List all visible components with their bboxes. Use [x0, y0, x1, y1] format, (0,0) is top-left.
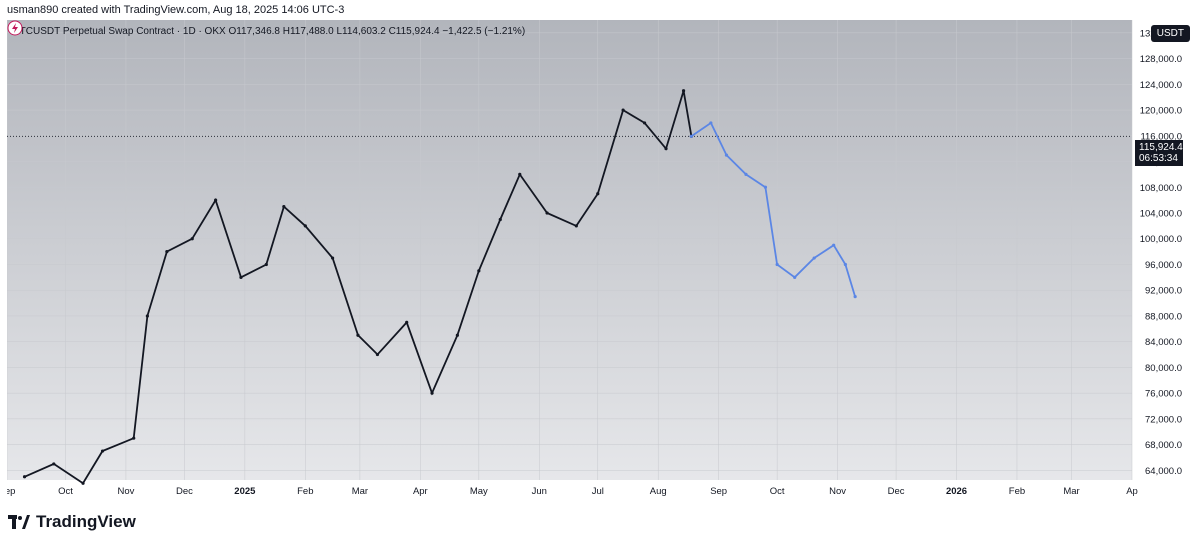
data-point [709, 121, 713, 125]
y-tick-label: 68,000.0 [1145, 440, 1182, 451]
y-tick-label: 104,000.0 [1140, 209, 1182, 220]
data-point [518, 172, 522, 177]
data-point [455, 333, 459, 337]
data-point [843, 262, 847, 267]
y-tick-label: 96,000.0 [1145, 260, 1182, 271]
data-point [853, 295, 857, 299]
x-tick-label: Dec [888, 486, 905, 497]
x-tick-label: Jul [592, 486, 604, 497]
data-point [405, 320, 409, 324]
y-tick-label: 76,000.0 [1145, 389, 1182, 400]
y-tick-label: 80,000.0 [1145, 363, 1182, 374]
x-tick-label: Ap [1126, 486, 1138, 497]
x-tick-label: Aug [650, 486, 667, 497]
data-point [763, 185, 768, 189]
series-group [22, 89, 857, 485]
y-tick-label: 64,000.0 [1145, 466, 1182, 477]
axis-labels: 64,000.0 68,000.0 72,000.0 76,000.0 80,000.0… [7, 28, 1182, 497]
x-tick-label: Feb [297, 486, 313, 497]
data-point [689, 134, 693, 138]
y-tick-label: 116,000.0 [1140, 131, 1182, 142]
data-point [574, 224, 578, 228]
data-point [793, 275, 797, 279]
x-tick-label: May [470, 486, 488, 497]
x-tick-label: Apr [413, 486, 428, 497]
data-point [664, 147, 668, 151]
data-point [81, 481, 85, 485]
data-point [190, 237, 194, 241]
x-tick-label: Oct [58, 486, 73, 497]
y-tick-label: 128,000.0 [1140, 54, 1182, 65]
data-point [775, 262, 779, 267]
data-point [744, 172, 748, 177]
x-tick-label: 2026 [946, 486, 967, 497]
tradingview-brand[interactable]: TradingView [8, 512, 136, 532]
x-tick-label: Jun [532, 486, 547, 497]
data-point [145, 314, 149, 318]
data-point [812, 256, 816, 260]
data-point [100, 449, 105, 453]
data-point [832, 243, 836, 247]
price-chart[interactable]: 64,000.0 68,000.0 72,000.0 76,000.0 80,000.0… [7, 20, 1195, 500]
y-tick-label: 84,000.0 [1145, 337, 1182, 348]
y-tick-label: 72,000.0 [1145, 414, 1182, 425]
data-point [356, 333, 360, 337]
data-point [214, 198, 218, 202]
data-point [331, 256, 335, 260]
chart-credit: usman890 created with TradingView.com, A… [7, 4, 345, 16]
y-tick-label: 88,000.0 [1145, 311, 1182, 322]
data-point [52, 462, 56, 466]
data-point [282, 204, 286, 209]
data-point [132, 436, 136, 440]
data-point [724, 153, 729, 157]
x-tick-label: Sep [710, 486, 727, 497]
data-point [545, 211, 549, 215]
y-tick-label: 100,000.0 [1140, 234, 1182, 245]
brand-name: TradingView [36, 512, 136, 531]
x-tick-label: Nov [829, 486, 846, 497]
y-tick-label: 108,000.0 [1140, 183, 1182, 194]
x-tick-label: Mar [352, 486, 368, 497]
data-point [430, 391, 434, 395]
data-point [642, 121, 647, 125]
last-price-value: 115,924.4 [1139, 142, 1183, 153]
x-tick-label: Dec [176, 486, 193, 497]
tradingview-logo-icon [8, 515, 30, 529]
chart-area[interactable]: 64,000.0 68,000.0 72,000.0 76,000.0 80,000.0… [7, 20, 1195, 500]
x-tick-label: Oct [770, 486, 785, 497]
x-tick-label: 2025 [234, 486, 256, 497]
series-line [24, 90, 693, 485]
data-point [22, 475, 27, 479]
data-point [621, 108, 625, 112]
x-tick-label: Feb [1009, 486, 1025, 497]
last-price-countdown: 06:53:34 [1139, 153, 1178, 164]
y-tick-label: 120,000.0 [1140, 106, 1182, 117]
y-tick-label: 124,000.0 [1140, 80, 1182, 91]
y-tick-label: 92,000.0 [1145, 286, 1182, 297]
last-price-badge: 115,924.4 06:53:34 [1135, 140, 1183, 166]
data-point [239, 275, 243, 279]
data-point [303, 224, 307, 228]
plot-background [7, 20, 1132, 480]
data-point [165, 250, 169, 254]
lightning-icon[interactable] [7, 20, 23, 36]
data-point [477, 269, 481, 273]
currency-badge[interactable]: USDT [1150, 25, 1190, 42]
data-point [498, 217, 502, 222]
data-point [596, 192, 600, 196]
data-point [264, 262, 268, 267]
x-tick-label: Mar [1063, 486, 1079, 497]
symbol-legend: BTCUSDT Perpetual Swap Contract · 1D · O… [13, 26, 526, 37]
data-point [375, 352, 380, 357]
x-tick-label: Sep [7, 486, 15, 497]
grid [7, 20, 1133, 480]
x-tick-label: Nov [117, 486, 134, 497]
data-point [681, 89, 686, 93]
